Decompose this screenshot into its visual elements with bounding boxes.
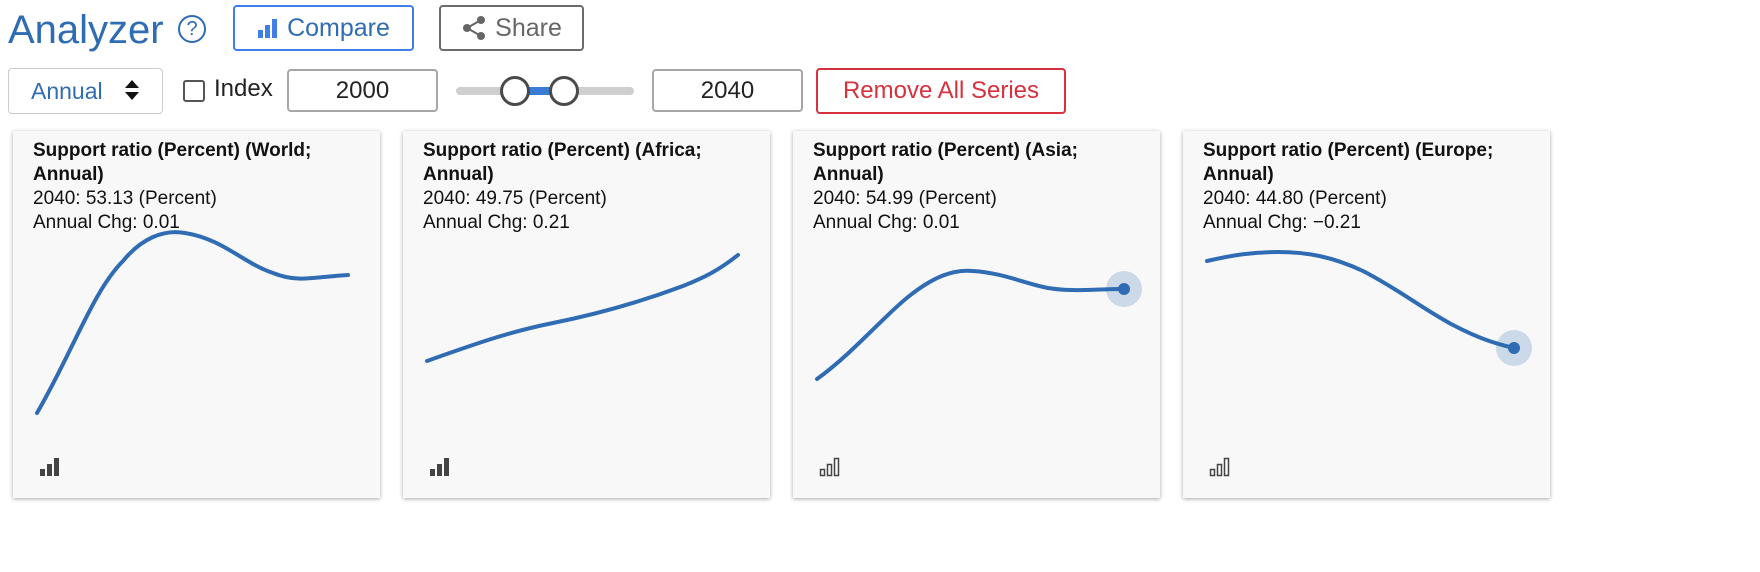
series-card-africa[interactable]: Support ratio (Percent) (Africa; Annual)…	[403, 131, 770, 498]
card-change: Annual Chg: 0.21	[423, 212, 570, 233]
series-card-asia[interactable]: Support ratio (Percent) (Asia; Annual) 2…	[793, 131, 1160, 498]
index-label: Index	[214, 75, 273, 102]
slider-end-handle[interactable]	[549, 76, 579, 106]
compare-label: Compare	[287, 13, 390, 42]
share-icon	[463, 16, 486, 40]
sparkline-world	[35, 230, 350, 415]
frequency-select[interactable]: Annual	[8, 68, 163, 114]
share-label: Share	[495, 13, 562, 42]
sparkline-asia	[815, 268, 1142, 381]
sparkline-europe	[1205, 249, 1532, 366]
end-year-input[interactable]: 2040	[652, 69, 803, 112]
index-checkbox[interactable]	[183, 80, 205, 102]
sparkline-africa	[425, 253, 740, 363]
bar-chart-icon	[258, 19, 278, 38]
card-title: Support ratio (Percent) (Europe; Annual)	[1203, 140, 1494, 185]
bar-chart-outline-icon[interactable]	[819, 455, 841, 477]
series-line	[425, 253, 740, 363]
slider-selected-range	[515, 87, 564, 95]
card-value: 2040: 54.99 (Percent)	[813, 188, 997, 209]
bar-chart-icon[interactable]	[429, 455, 451, 477]
series-line	[35, 230, 350, 415]
start-year-input[interactable]: 2000	[287, 69, 438, 112]
series-card-europe[interactable]: Support ratio (Percent) (Europe; Annual)…	[1183, 131, 1550, 498]
end-point-marker	[1118, 283, 1130, 295]
remove-all-series-button[interactable]: Remove All Series	[816, 68, 1066, 114]
series-line	[815, 268, 1126, 381]
card-value: 2040: 53.13 (Percent)	[33, 188, 217, 209]
page-title: Analyzer	[8, 8, 164, 52]
help-icon[interactable]: ?	[178, 15, 206, 43]
compare-button[interactable]: Compare	[233, 5, 414, 51]
series-card-world[interactable]: Support ratio (Percent) (World; Annual) …	[13, 131, 380, 498]
card-change: Annual Chg: −0.21	[1203, 212, 1361, 233]
series-line	[1205, 249, 1516, 350]
share-button[interactable]: Share	[439, 5, 584, 51]
sort-caret-icon	[125, 80, 139, 100]
card-title: Support ratio (Percent) (Africa; Annual)	[423, 140, 702, 185]
card-value: 2040: 49.75 (Percent)	[423, 188, 607, 209]
bar-chart-icon[interactable]	[39, 455, 61, 477]
frequency-value: Annual	[31, 77, 103, 104]
card-value: 2040: 44.80 (Percent)	[1203, 188, 1387, 209]
card-title: Support ratio (Percent) (World; Annual)	[33, 140, 312, 185]
slider-start-handle[interactable]	[500, 76, 530, 106]
card-change: Annual Chg: 0.01	[33, 212, 180, 233]
bar-chart-outline-icon[interactable]	[1209, 455, 1231, 477]
end-point-marker	[1508, 342, 1520, 354]
card-title: Support ratio (Percent) (Asia; Annual)	[813, 140, 1078, 185]
card-change: Annual Chg: 0.01	[813, 212, 960, 233]
